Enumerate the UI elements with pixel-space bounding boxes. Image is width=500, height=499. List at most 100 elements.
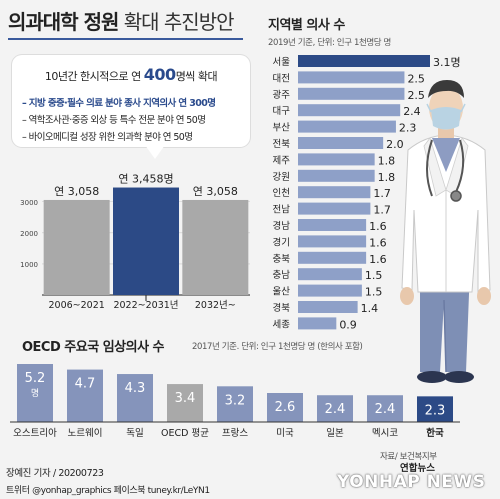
regional-category-label: 울산	[273, 287, 291, 298]
title-light: 확대 추진방안	[118, 10, 235, 34]
regional-category-label: 부산	[273, 123, 291, 134]
oecd-value-label: 2.4	[375, 402, 396, 417]
social-credit: 트위터 @yonhap_graphics 페이스북 tuney.kr/LeYN1	[6, 486, 210, 496]
regional-value-label: 1.5	[365, 269, 383, 282]
callout-tail	[145, 145, 165, 159]
quota-value-label: 연 3,058	[193, 185, 238, 198]
quota-category-label: 2032년~	[195, 300, 236, 311]
oecd-value-label: 2.3	[425, 403, 446, 418]
oecd-value-label: 2.6	[275, 400, 296, 415]
quota-value-label: 연 3,058	[54, 185, 99, 198]
regional-bar	[298, 317, 337, 330]
oecd-bar	[117, 374, 153, 422]
regional-category-label: 강원	[273, 172, 290, 183]
regional-value-label: 1.6	[369, 253, 387, 266]
regional-value-label: 1.6	[369, 220, 387, 233]
regional-category-label: 서울	[273, 57, 291, 68]
regional-bar	[298, 284, 362, 297]
regional-category-label: 대구	[273, 106, 291, 117]
oecd-bar	[217, 386, 253, 422]
regional-bar	[298, 104, 401, 117]
callout-headline: 10년간 한시적으로 연 400명씩 확대	[12, 65, 250, 84]
oecd-title: OECD 주요국 임상의사 수	[22, 340, 165, 355]
regional-category-label: 세종	[273, 319, 291, 330]
regional-category-label: 전북	[273, 139, 291, 150]
regional-value-label: 2.0	[386, 138, 404, 151]
oecd-category-label: 프랑스	[222, 427, 248, 439]
source-credit: 자료/ 보건복지부	[380, 452, 437, 462]
quota-chart: 1000 2000 3000 연 3,058 2006~2021 연 3,458명 2022…	[20, 173, 250, 311]
regional-category-label: 광주	[273, 89, 291, 101]
regional-bar	[298, 219, 367, 231]
regional-category-label: 전남	[273, 205, 291, 216]
regional-bar	[298, 251, 367, 264]
regional-value-label: 1.4	[361, 302, 379, 315]
regional-value-label: 2.5	[407, 72, 425, 85]
regional-title: 지역별 의사 수	[268, 18, 345, 33]
regional-value-label: 1.8	[378, 154, 396, 167]
regional-value-label: 2.3	[399, 122, 417, 135]
oecd-unit-label: 명	[31, 388, 39, 399]
quota-y-tick: 2000	[20, 230, 38, 238]
oecd-category-label: 노르웨이	[68, 427, 103, 439]
quota-bar	[43, 199, 110, 295]
regional-category-label: 대전	[273, 73, 290, 84]
title-bold: 의과대학 정원	[8, 10, 119, 34]
regional-category-label: 경남	[273, 220, 291, 232]
oecd-category-label: 멕시코	[372, 428, 398, 439]
quota-y-tick: 3000	[20, 199, 38, 207]
regional-bar	[298, 268, 362, 281]
oecd-bar	[17, 364, 53, 422]
regional-bar	[298, 71, 405, 84]
regional-value-label: 3.1명	[433, 56, 461, 69]
quota-y-tick: 1000	[20, 261, 38, 269]
oecd-category-label: 한국	[426, 427, 444, 439]
regional-category-label: 충남	[273, 270, 291, 281]
oecd-bar	[167, 384, 203, 422]
regional-bar	[298, 301, 358, 313]
page-title: 의과대학 정원 확대 추진방안	[8, 6, 235, 35]
title-underline	[8, 38, 243, 40]
oecd-bar	[367, 395, 403, 422]
quota-bar	[113, 187, 179, 295]
regional-bar	[298, 153, 375, 166]
quota-bar	[182, 199, 249, 295]
regional-category-label: 충북	[273, 254, 291, 265]
regional-value-label: 2.5	[407, 89, 425, 102]
regional-category-label: 경기	[273, 236, 290, 248]
regional-value-label: 1.6	[369, 236, 387, 249]
agency-name: 연합뉴스	[400, 463, 435, 474]
oecd-value-label: 4.7	[75, 377, 96, 392]
oecd-value-label: 5.2	[25, 371, 46, 386]
regional-bar	[298, 202, 371, 215]
doctor-illustration	[400, 80, 491, 383]
oecd-category-label: 일본	[326, 428, 344, 439]
regional-value-label: 0.9	[339, 318, 357, 331]
oecd-category-label: OECD 평균	[161, 428, 209, 439]
oecd-value-label: 4.3	[125, 381, 146, 396]
oecd-note: 2017년 기준. 단위: 인구 1천명당 명 (한의사 포함)	[192, 342, 363, 352]
regional-category-label: 경북	[273, 302, 291, 314]
callout-prefix: 10년간 한시적으로 연	[44, 70, 144, 83]
regional-bar	[298, 235, 367, 248]
regional-value-label: 1.8	[378, 171, 396, 184]
oecd-bar	[417, 396, 453, 422]
regional-value-label: 1.7	[373, 187, 391, 200]
regional-bar	[298, 120, 396, 133]
callout-item-specialist: – 역학조사관·중증 외상 등 특수 전문 분야 연 50명	[22, 115, 206, 126]
quota-category-label: 2006~2021	[49, 300, 105, 311]
oecd-bar	[67, 369, 103, 422]
regional-value-label: 2.4	[403, 105, 421, 118]
regional-bar	[298, 186, 371, 199]
policy-callout: 10년간 한시적으로 연 400명씩 확대 – 지방 중증·필수 의료 분야 종…	[12, 55, 250, 147]
quota-value-label: 연 3,458명	[118, 173, 173, 186]
oecd-bar	[317, 395, 353, 422]
regional-value-label: 1.5	[365, 286, 383, 299]
regional-category-label: 인천	[273, 188, 290, 199]
oecd-value-label: 2.4	[325, 402, 346, 417]
watermark: YONHAP NEWS	[337, 472, 486, 492]
author-credit: 장예진 기자 / 20200723	[6, 468, 104, 479]
oecd-bar	[267, 393, 303, 422]
